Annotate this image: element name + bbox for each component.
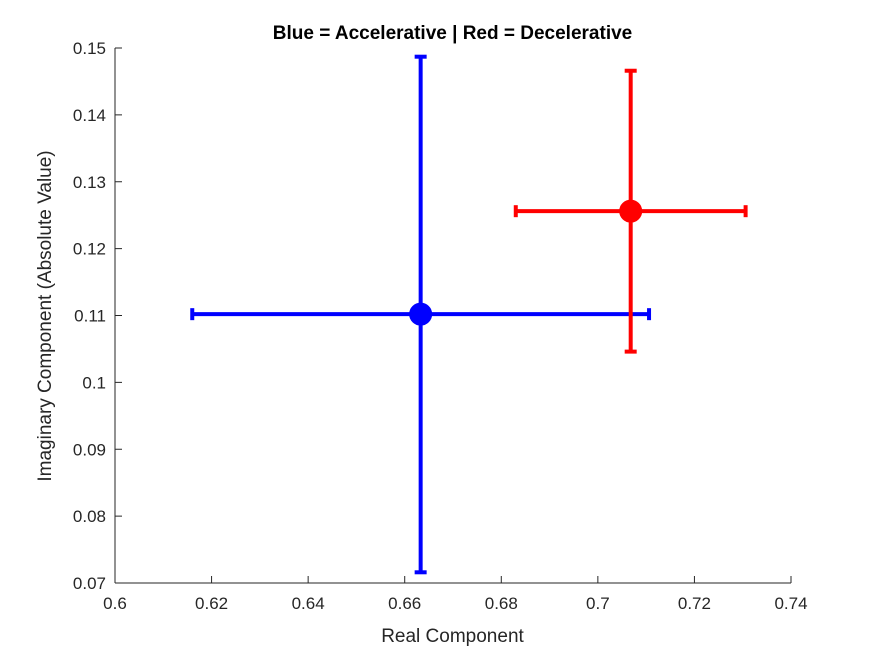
x-tick-label: 0.68	[485, 594, 518, 613]
x-axis-label: Real Component	[381, 626, 524, 647]
series-0	[190, 54, 652, 575]
data-point	[619, 199, 643, 223]
y-tick-label: 0.13	[73, 173, 106, 192]
y-tick-label: 0.11	[74, 307, 106, 326]
x-tick-label: 0.64	[292, 594, 325, 613]
x-tick-label: 0.74	[774, 594, 807, 613]
x-tick-labels: 0.6 0.62 0.64 0.66 0.68 0.7 0.72 0.74	[103, 594, 807, 613]
x-tick-label: 0.72	[678, 594, 711, 613]
data-marks	[190, 54, 748, 575]
y-tick-label: 0.14	[73, 106, 106, 125]
y-tick-label: 0.15	[73, 39, 106, 58]
y-tick-label: 0.08	[73, 507, 106, 526]
x-tick-label: 0.7	[586, 594, 610, 613]
data-point	[409, 302, 433, 326]
y-axis-label: Imaginary Component (Absolute Value)	[35, 150, 56, 481]
y-tick-label: 0.07	[73, 574, 106, 593]
x-tick-label: 0.66	[388, 594, 421, 613]
series-1	[513, 68, 748, 354]
y-tick-labels: 0.07 0.08 0.09 0.1 0.11 0.12 0.13 0.14 0.15	[73, 39, 106, 593]
x-tick-label: 0.62	[195, 594, 228, 613]
y-tick-label: 0.09	[73, 440, 106, 459]
chart-title: Blue = Accelerative | Red = Decelerative	[273, 23, 632, 44]
y-tick-label: 0.1	[82, 373, 106, 392]
x-tick-label: 0.6	[103, 594, 127, 613]
tick-marks	[114, 47, 792, 584]
y-tick-label: 0.12	[73, 240, 106, 259]
